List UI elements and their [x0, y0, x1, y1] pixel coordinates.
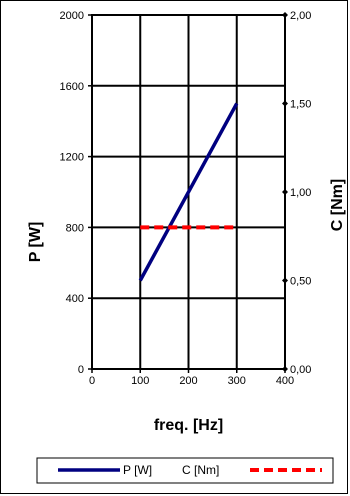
- y2-tick-label: 2,00: [290, 10, 311, 22]
- x-tick-label: 200: [179, 375, 197, 387]
- x-tick-label: 400: [276, 375, 294, 387]
- y2-tick-label: 1,50: [290, 99, 311, 111]
- y-axis-title: P [W]: [27, 222, 44, 263]
- x-tick-label: 100: [131, 375, 149, 387]
- series-group: [138, 102, 239, 282]
- y2-tick-mark: [282, 100, 288, 107]
- y-tick-label: 1600: [60, 81, 84, 93]
- y2-tick-mark: [282, 277, 288, 284]
- legend-label-c: C [Nm]: [182, 463, 219, 477]
- y2-axis-title: C [Nm]: [329, 179, 346, 231]
- x-axis-title: freq. [Hz]: [154, 417, 223, 434]
- y2-tick-mark: [282, 189, 288, 195]
- legend-label-p: P [W]: [123, 463, 152, 477]
- y-tick-label: 2000: [60, 10, 84, 22]
- y2-tick-label: 0,00: [290, 364, 311, 376]
- x-tick-label: 0: [89, 375, 95, 387]
- y2-tick-label: 0,50: [290, 276, 311, 288]
- y2-tick-mark: [282, 12, 288, 18]
- y-tick-label: 1200: [60, 152, 84, 164]
- y2-tick-mark: [282, 366, 288, 372]
- x-tick-label: 300: [228, 375, 246, 387]
- y-tick-label: 400: [66, 293, 84, 305]
- y-tick-label: 800: [66, 222, 84, 234]
- y2-tick-label: 1,00: [290, 187, 311, 199]
- series-line-p: [138, 102, 239, 282]
- legend: P [W] C [Nm]: [36, 457, 334, 484]
- grid: [92, 15, 285, 369]
- y-tick-label: 0: [78, 364, 84, 376]
